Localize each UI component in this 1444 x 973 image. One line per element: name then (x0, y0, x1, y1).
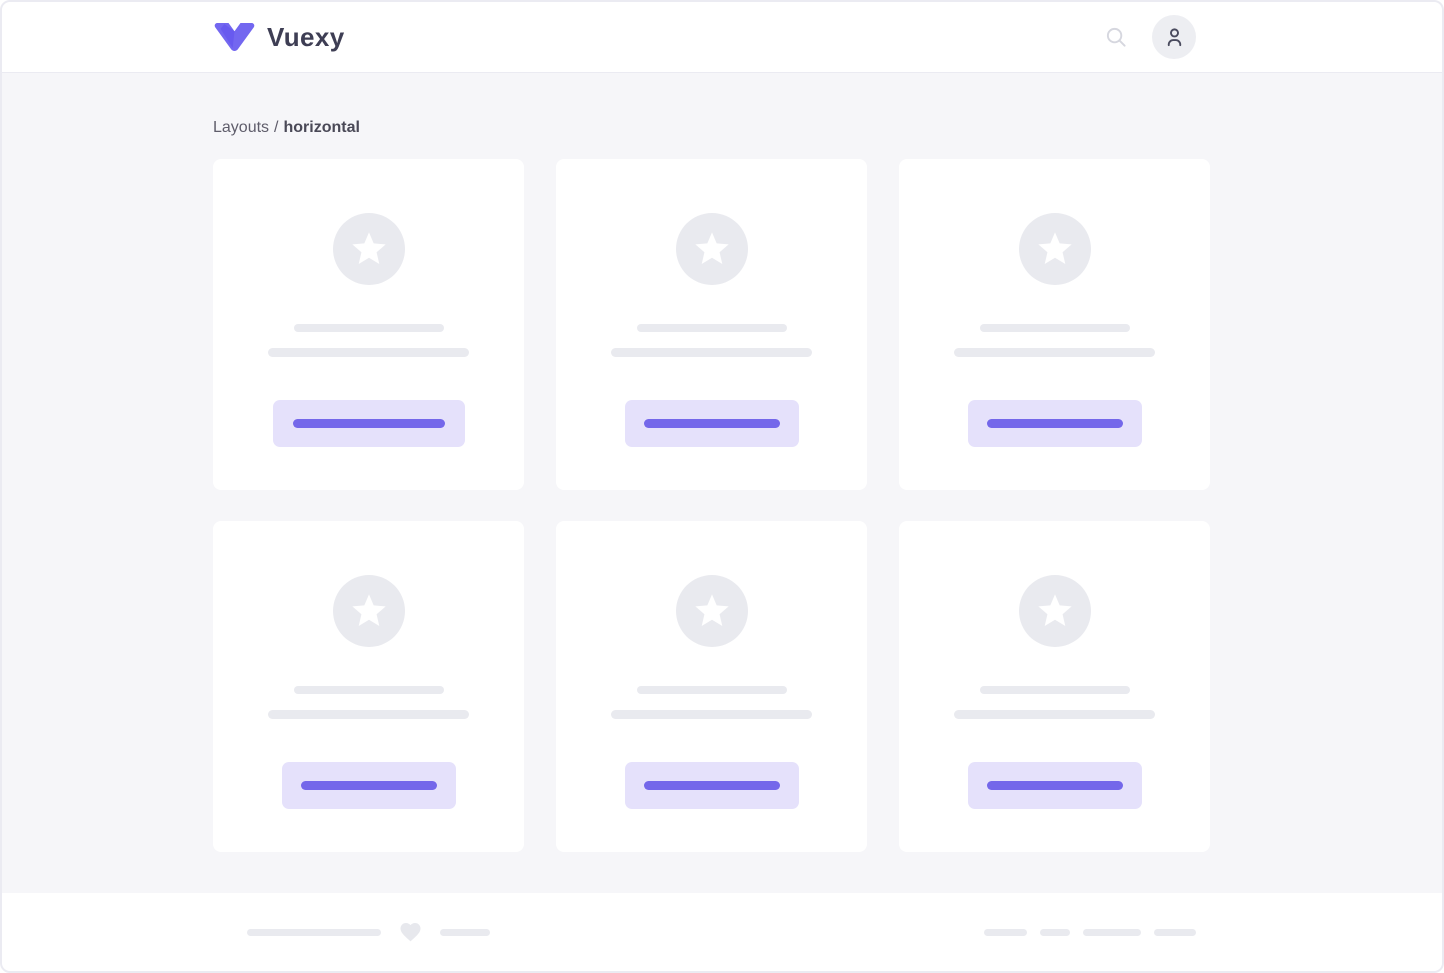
footer-text-placeholder (247, 928, 381, 936)
card-title-placeholder (293, 324, 444, 332)
card-button-placeholder[interactable] (272, 400, 465, 447)
main-content: Layouts / horizontal (2, 73, 1442, 893)
card-subtitle-placeholder (954, 348, 1155, 357)
card-title-placeholder (636, 324, 787, 332)
card-image-placeholder (675, 213, 748, 285)
footer-left (247, 920, 490, 944)
footer-link-placeholder (1083, 928, 1141, 936)
card-button-placeholder[interactable] (967, 762, 1142, 809)
card-button-placeholder[interactable] (624, 762, 799, 809)
user-icon (1167, 27, 1181, 46)
button-label-placeholder (986, 781, 1123, 790)
card-5 (556, 521, 867, 852)
footer-right (984, 928, 1196, 936)
card-image-placeholder (332, 575, 405, 647)
card-image-placeholder (1018, 213, 1091, 285)
brand[interactable]: Vuexy (213, 22, 345, 53)
card-image-placeholder (332, 213, 405, 285)
card-title-placeholder (979, 324, 1130, 332)
avatar-button[interactable] (1152, 15, 1196, 59)
card-2 (556, 159, 867, 490)
star-icon (1037, 232, 1072, 264)
star-icon (351, 232, 386, 264)
heart-icon (400, 923, 421, 942)
brand-name: Vuexy (267, 21, 345, 52)
breadcrumb-separator: / (274, 119, 279, 136)
app-header: Vuexy (2, 2, 1442, 73)
header-actions (1104, 15, 1196, 59)
button-label-placeholder (643, 419, 780, 428)
card-subtitle-placeholder (954, 710, 1155, 719)
card-button-placeholder[interactable] (624, 400, 799, 447)
card-subtitle-placeholder (268, 348, 469, 357)
card-subtitle-placeholder (268, 710, 469, 719)
card-title-placeholder (636, 686, 787, 694)
card-title-placeholder (293, 686, 444, 694)
footer-link-placeholder (1040, 928, 1070, 936)
card-4 (213, 521, 524, 852)
button-label-placeholder (292, 419, 445, 428)
card-title-placeholder (979, 686, 1130, 694)
star-icon (1037, 594, 1072, 626)
button-label-placeholder (643, 781, 780, 790)
card-subtitle-placeholder (611, 710, 812, 719)
star-icon (694, 594, 729, 626)
card-image-placeholder (675, 575, 748, 647)
cards-grid (213, 159, 1442, 852)
breadcrumb-current: horizontal (283, 119, 360, 136)
footer-text-placeholder (440, 928, 490, 936)
button-label-placeholder (986, 419, 1123, 428)
card-3 (899, 159, 1210, 490)
search-icon (1106, 27, 1126, 47)
star-icon (351, 594, 386, 626)
card-button-placeholder[interactable] (967, 400, 1142, 447)
star-icon (694, 232, 729, 264)
breadcrumb: Layouts / horizontal (213, 118, 1442, 138)
card-button-placeholder[interactable] (281, 762, 456, 809)
app-footer (2, 893, 1442, 971)
card-image-placeholder (1018, 575, 1091, 647)
card-subtitle-placeholder (611, 348, 812, 357)
footer-link-placeholder (984, 928, 1027, 936)
breadcrumb-link-layouts[interactable]: Layouts (213, 119, 270, 136)
footer-link-placeholder (1154, 928, 1196, 936)
vuexy-logo-icon (214, 23, 255, 51)
card-6 (899, 521, 1210, 852)
search-button[interactable] (1104, 25, 1128, 49)
button-label-placeholder (300, 781, 437, 790)
card-1 (213, 159, 524, 490)
